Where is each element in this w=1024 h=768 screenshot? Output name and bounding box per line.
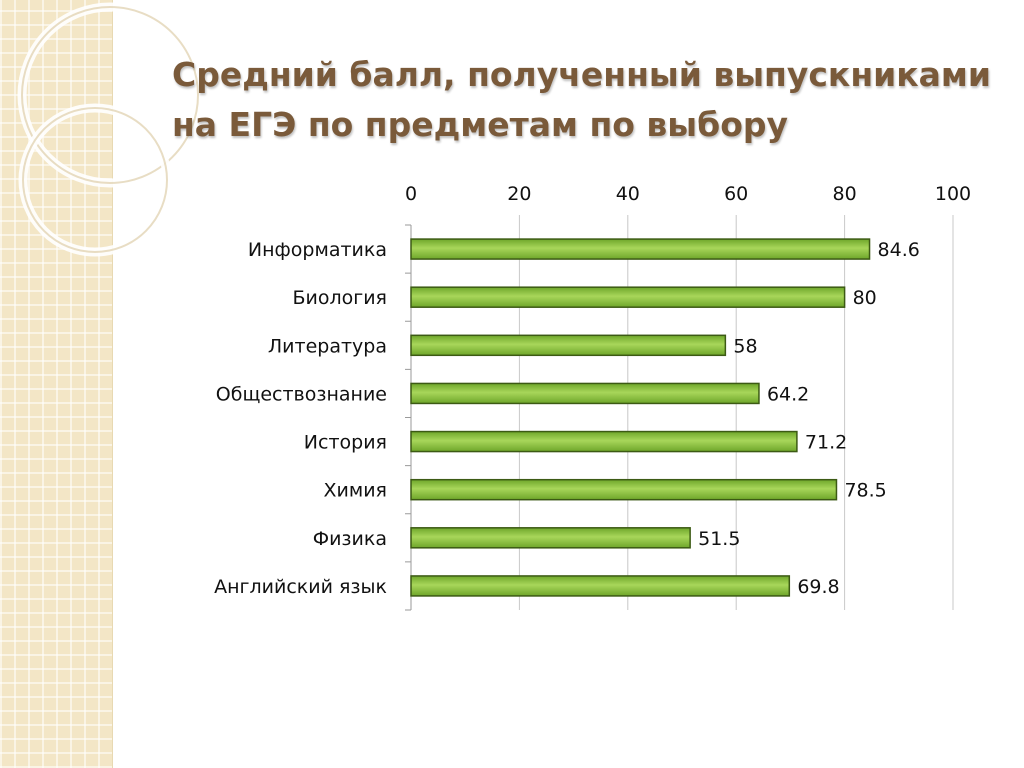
category-label: Литература [268, 335, 387, 357]
category-label: Физика [313, 528, 387, 550]
category-label: Обществознание [216, 383, 387, 405]
data-label: 71.2 [805, 432, 847, 454]
x-tick-label: 80 [833, 183, 857, 205]
bar [410, 286, 846, 308]
category-label: Информатика [248, 239, 387, 261]
bar [410, 575, 791, 597]
category-label: Биология [292, 287, 387, 309]
bar [410, 334, 727, 357]
data-label: 78.5 [844, 480, 886, 502]
bar [410, 478, 838, 501]
data-label: 51.5 [698, 528, 740, 550]
data-label: 84.6 [878, 239, 920, 261]
slide-title-line-1: Средний балл, полученный выпускниками [172, 55, 992, 94]
data-label: 69.8 [797, 576, 839, 598]
x-tick-label: 60 [724, 183, 748, 205]
x-tick-label: 100 [935, 183, 971, 205]
slide-title: Средний балл, полученный выпускниками на… [172, 50, 992, 150]
x-tick-label: 0 [405, 183, 417, 205]
category-label: Химия [324, 480, 387, 502]
bar [410, 238, 871, 260]
data-label: 64.2 [767, 383, 809, 405]
x-tick-label: 20 [507, 183, 531, 205]
slide-title-line-2: на ЕГЭ по предметам по выбору [172, 105, 788, 144]
bar [410, 527, 691, 549]
bar [410, 430, 798, 453]
data-label: 80 [853, 287, 877, 309]
data-label: 58 [733, 335, 757, 357]
bar [410, 382, 760, 405]
category-label: История [304, 432, 387, 454]
category-label: Английский язык [214, 576, 387, 598]
x-tick-label: 40 [616, 183, 640, 205]
